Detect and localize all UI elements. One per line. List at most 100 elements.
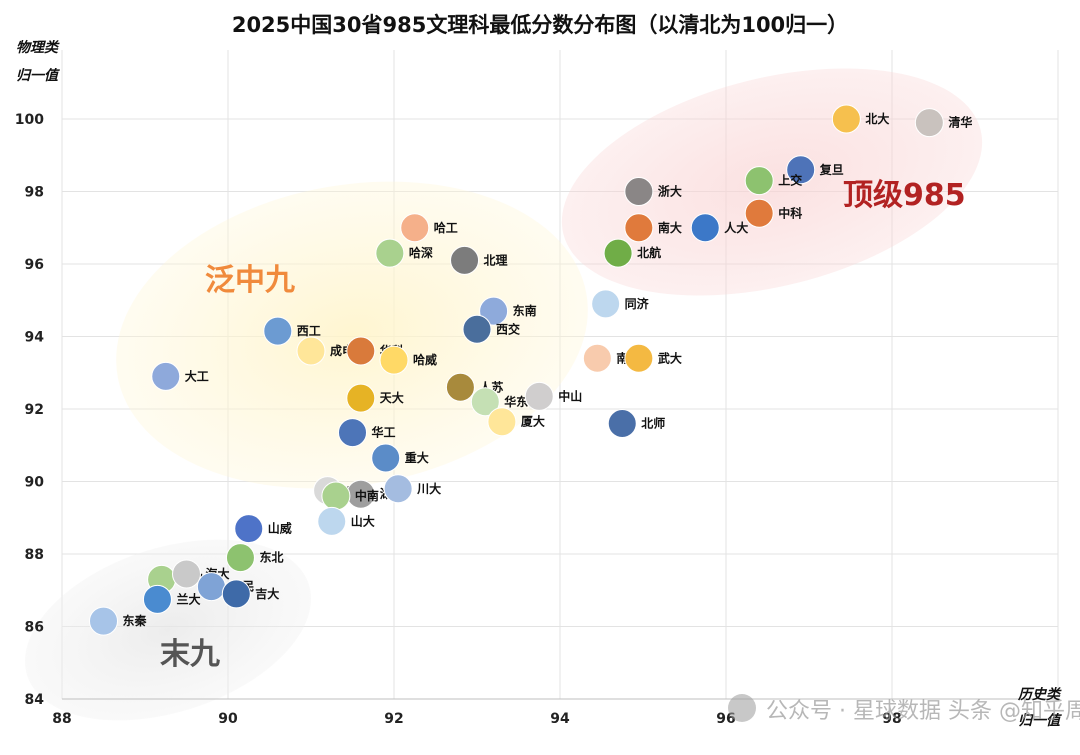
data-point [225, 543, 255, 573]
x-tick-label: 94 [550, 711, 570, 727]
data-point [196, 572, 226, 602]
data-point [151, 361, 181, 391]
data-point [831, 104, 861, 134]
data-point [524, 381, 554, 411]
y-tick-label: 86 [25, 620, 44, 636]
data-point [375, 238, 405, 268]
data-point [462, 314, 492, 344]
data-label: 清华 [948, 115, 972, 130]
data-label: 中南 [355, 488, 379, 503]
data-label: 山大 [351, 513, 375, 528]
data-label: 天大 [380, 390, 404, 405]
data-point [591, 289, 621, 319]
y-tick-label: 92 [25, 402, 44, 418]
data-point [624, 343, 654, 373]
data-point [487, 407, 517, 437]
data-point [338, 418, 367, 448]
data-point [317, 506, 347, 536]
data-point [400, 213, 430, 243]
data-label: 复旦 [819, 162, 844, 177]
group-label-low: 末九 [160, 637, 220, 672]
data-label: 武大 [658, 350, 682, 365]
x-tick-label: 88 [52, 711, 71, 727]
data-point [263, 316, 293, 346]
data-label: 厦大 [521, 414, 545, 429]
y-tick-label: 98 [25, 185, 44, 201]
data-label: 重大 [405, 450, 429, 465]
data-point [172, 559, 201, 589]
data-point [624, 177, 654, 206]
watermark: 公众号 · 星球数据 头条 @知乎周瑞聊大学 [728, 694, 1080, 724]
data-label: 同济 [625, 296, 650, 311]
data-point [346, 336, 376, 366]
data-label: 哈深 [409, 245, 433, 260]
data-label: 北航 [637, 245, 661, 260]
group-label-top: 顶级985 [843, 178, 966, 213]
data-label: 东秦 [123, 613, 147, 628]
data-point [221, 579, 251, 609]
data-label: 西交 [496, 321, 520, 336]
x-axis-label-line1: 历史类 [1017, 686, 1062, 703]
y-tick-label: 84 [25, 692, 45, 708]
data-point [914, 108, 944, 138]
data-point [450, 245, 480, 275]
data-point [142, 584, 172, 614]
data-point [744, 198, 774, 228]
data-point [603, 238, 633, 268]
data-point [624, 213, 654, 243]
data-label: 川大 [416, 481, 441, 496]
y-axis-label-line2: 归一值 [16, 67, 60, 84]
data-point [744, 166, 774, 196]
data-point [296, 336, 326, 366]
data-point [89, 606, 118, 636]
data-point [690, 213, 720, 243]
data-label: 兰大 [176, 591, 200, 606]
data-point [786, 155, 816, 185]
data-label: 浙大 [658, 184, 682, 199]
data-label: 大工 [185, 368, 209, 383]
data-point [321, 481, 351, 511]
data-label: 哈工 [434, 220, 458, 235]
y-tick-label: 94 [25, 330, 45, 346]
data-label: 哈威 [413, 352, 437, 367]
y-tick-label: 100 [15, 112, 44, 128]
data-label: 南大 [658, 220, 682, 235]
data-label: 吉大 [255, 586, 279, 601]
x-axis-label-line2: 归一值 [1018, 712, 1062, 729]
data-label: 上交 [778, 173, 802, 188]
y-axis-label-line1: 物理类 [16, 39, 60, 56]
data-point [383, 474, 413, 504]
data-label: 中科 [778, 205, 802, 220]
data-point [470, 387, 500, 417]
data-label: 东北 [259, 550, 283, 565]
chart-title: 2025中国30省985文理科最低分数分布图（以清北为100归一） [232, 13, 848, 37]
watermark-text: 公众号 · 星球数据 头条 @知乎周瑞聊大学 [766, 699, 1080, 724]
data-label: 人大 [724, 220, 748, 235]
data-label: 西工 [297, 324, 321, 338]
points-layer: 北大清华复旦上交浙大中科南大人大哈工哈深北理北航东南同济西交西工成电华科哈威南开… [89, 104, 972, 636]
data-label: 华工 [372, 425, 396, 440]
x-tick-label: 98 [882, 711, 901, 727]
data-label: 北师 [641, 416, 665, 431]
wechat-icon [728, 694, 756, 722]
x-tick-label: 90 [218, 711, 238, 727]
data-point [371, 443, 401, 473]
x-tick-label: 92 [384, 711, 403, 727]
group-label-mid: 泛中九 [205, 263, 295, 298]
data-label: 北理 [484, 252, 508, 267]
data-point [234, 514, 264, 544]
data-point [346, 383, 376, 413]
data-label: 山威 [268, 521, 292, 536]
data-point [479, 296, 509, 326]
data-point [445, 372, 475, 402]
data-label: 东南 [513, 303, 537, 318]
mid-region [116, 181, 588, 489]
y-tick-label: 90 [25, 475, 45, 491]
y-tick-label: 88 [25, 547, 44, 563]
data-point [607, 409, 637, 438]
data-label: 中山 [558, 388, 582, 403]
data-point [379, 345, 409, 375]
